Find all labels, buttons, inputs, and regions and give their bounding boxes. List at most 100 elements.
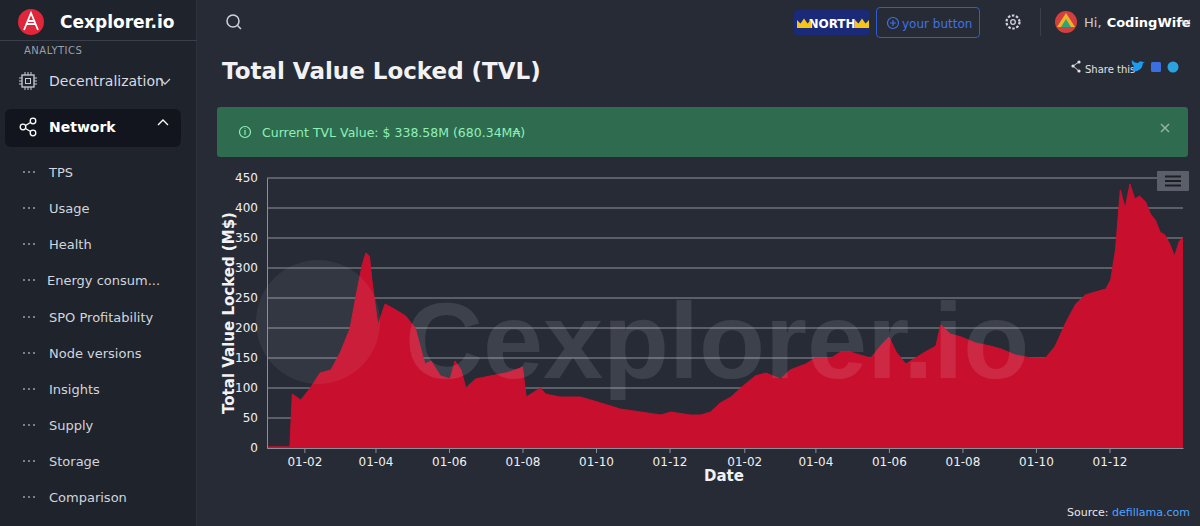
network-node[interactable] — [20, 124, 26, 130]
menu-item-box[interactable]: Network — [49, 117, 116, 137]
submenu-item-box[interactable]: Storage — [49, 451, 100, 471]
user-name[interactable]: CodingWife — [1107, 15, 1191, 30]
crown-icon[interactable] — [855, 19, 869, 29]
search-ring[interactable] — [227, 15, 239, 27]
x-tick-label: 01-04 — [798, 455, 833, 469]
submenu-item[interactable]: Node versions — [49, 346, 141, 361]
share-box[interactable]: Share this — [1085, 60, 1135, 76]
y-tick: 150 — [235, 351, 267, 365]
chart-menu-line[interactable] — [1165, 185, 1181, 187]
grid-line — [267, 208, 1183, 209]
chart-menu-line[interactable] — [1165, 176, 1181, 178]
avatar-art2[interactable] — [1061, 19, 1071, 27]
submenu-item[interactable]: Comparison — [49, 490, 127, 505]
logo-glyph[interactable] — [24, 13, 38, 30]
plus-sign[interactable] — [890, 20, 896, 26]
gear-hub[interactable] — [1011, 20, 1016, 25]
share-node[interactable] — [1077, 60, 1080, 63]
network-node[interactable] — [30, 118, 36, 124]
y-tick: 450 — [235, 171, 267, 185]
chart-menu[interactable] — [1157, 171, 1189, 191]
submenu-item-box[interactable]: Usage — [49, 198, 90, 218]
icons — [0, 0, 1200, 526]
twitter-icon[interactable] — [1132, 60, 1145, 71]
chip-pins[interactable] — [19, 72, 37, 90]
network-node[interactable] — [30, 130, 36, 136]
share-icons[interactable] — [1071, 60, 1178, 73]
y-tick: 100 — [235, 381, 267, 395]
chart-menu-line[interactable] — [1165, 180, 1181, 182]
submenu-item[interactable]: Usage — [49, 201, 90, 216]
submenu-item-box[interactable]: SPO Profitability — [49, 307, 153, 327]
x-tick: 01-10 — [579, 448, 614, 469]
chip-body[interactable] — [22, 75, 34, 87]
submenu-item-box[interactable]: Insights — [49, 379, 100, 399]
submenu-item[interactable]: Health — [49, 237, 92, 252]
greeting[interactable]: Hi, — [1084, 15, 1102, 30]
telegram-icon[interactable] — [1168, 62, 1179, 73]
submenu-dot — [28, 496, 30, 498]
x-tick-mark — [449, 448, 450, 453]
logo-icon[interactable] — [18, 9, 44, 35]
avatar-art[interactable] — [1057, 13, 1075, 27]
x-tick-mark — [304, 448, 305, 453]
submenu-item-box[interactable]: Health — [49, 234, 92, 254]
crown-icon[interactable] — [797, 19, 811, 29]
logo-text-box[interactable]: Cexplorer.io — [60, 10, 174, 34]
greeting-box[interactable]: Hi, CodingWife — [1084, 12, 1191, 32]
caret-down[interactable] — [160, 79, 170, 84]
x-tick: 01-02 — [727, 448, 762, 469]
share-node[interactable] — [1071, 64, 1074, 67]
chip-icon[interactable] — [19, 72, 37, 90]
gear-ring[interactable] — [1007, 16, 1020, 29]
logo-text[interactable]: Cexplorer.io — [60, 12, 174, 32]
x-axis: 01-0201-0401-0601-0801-1001-1201-0201-04… — [268, 448, 1184, 469]
facebook-icon[interactable] — [1151, 62, 1161, 72]
alert-close[interactable] — [1161, 124, 1169, 132]
share-node[interactable] — [1077, 69, 1080, 72]
user-caret[interactable] — [1182, 20, 1190, 24]
caret-up[interactable] — [158, 120, 168, 125]
menu-item[interactable]: Decentralization — [49, 73, 164, 89]
search-icon[interactable] — [227, 15, 241, 29]
chip-core[interactable] — [26, 79, 31, 84]
avatar-circle[interactable] — [1055, 11, 1077, 33]
button-text[interactable]: your button — [902, 17, 972, 31]
submenu-item[interactable]: Energy consum... — [47, 273, 160, 288]
badge-text[interactable]: NORTH — [808, 17, 855, 31]
source-link[interactable]: defillama.com — [1112, 506, 1190, 519]
y-tick-label: 450 — [235, 171, 258, 185]
submenu-item-box[interactable]: Node versions — [49, 343, 141, 363]
button-text-box[interactable]: your button — [902, 7, 972, 38]
network-links[interactable] — [26, 123, 31, 132]
submenu-item[interactable]: Supply — [49, 418, 93, 433]
submenu-item[interactable]: TPS — [49, 165, 73, 180]
share-links[interactable] — [1073, 62, 1079, 71]
sidebar: Cexplorer.ioANALYTICSDecentralizationNet… — [0, 0, 197, 526]
avatar[interactable] — [1055, 11, 1077, 33]
y-tick-label: 350 — [235, 231, 258, 245]
logo-circle[interactable] — [18, 9, 44, 35]
submenu-item-box[interactable]: TPS — [49, 162, 73, 182]
alert-text-box: Current TVL Value: $ 338.58M (680.34M₳) — [262, 122, 525, 142]
submenu-dot — [28, 279, 30, 281]
settings-icon[interactable] — [1007, 16, 1020, 29]
submenu-item[interactable]: Insights — [49, 382, 100, 397]
x-tick-mark — [1109, 448, 1110, 453]
submenu-item[interactable]: SPO Profitability — [49, 310, 153, 325]
network-icon[interactable] — [20, 118, 36, 136]
chart-menu-box[interactable] — [1157, 171, 1189, 191]
button-icon[interactable] — [888, 18, 899, 29]
submenu-item[interactable]: Storage — [49, 454, 100, 469]
submenu-item-box[interactable]: Comparison — [49, 487, 127, 507]
badge-text-box[interactable]: NORTH — [794, 10, 870, 35]
x-tick: 01-04 — [798, 448, 833, 469]
submenu-item-box[interactable]: Supply — [49, 415, 93, 435]
search-handle[interactable] — [238, 26, 242, 30]
menu-item-box[interactable]: Decentralization — [49, 71, 164, 91]
plus-ring[interactable] — [888, 18, 899, 29]
sidebar-divider — [0, 40, 197, 41]
submenu-item-box[interactable]: Energy consum... — [47, 270, 160, 290]
menu-item[interactable]: Network — [49, 119, 116, 135]
share-text[interactable]: Share this — [1085, 64, 1135, 75]
